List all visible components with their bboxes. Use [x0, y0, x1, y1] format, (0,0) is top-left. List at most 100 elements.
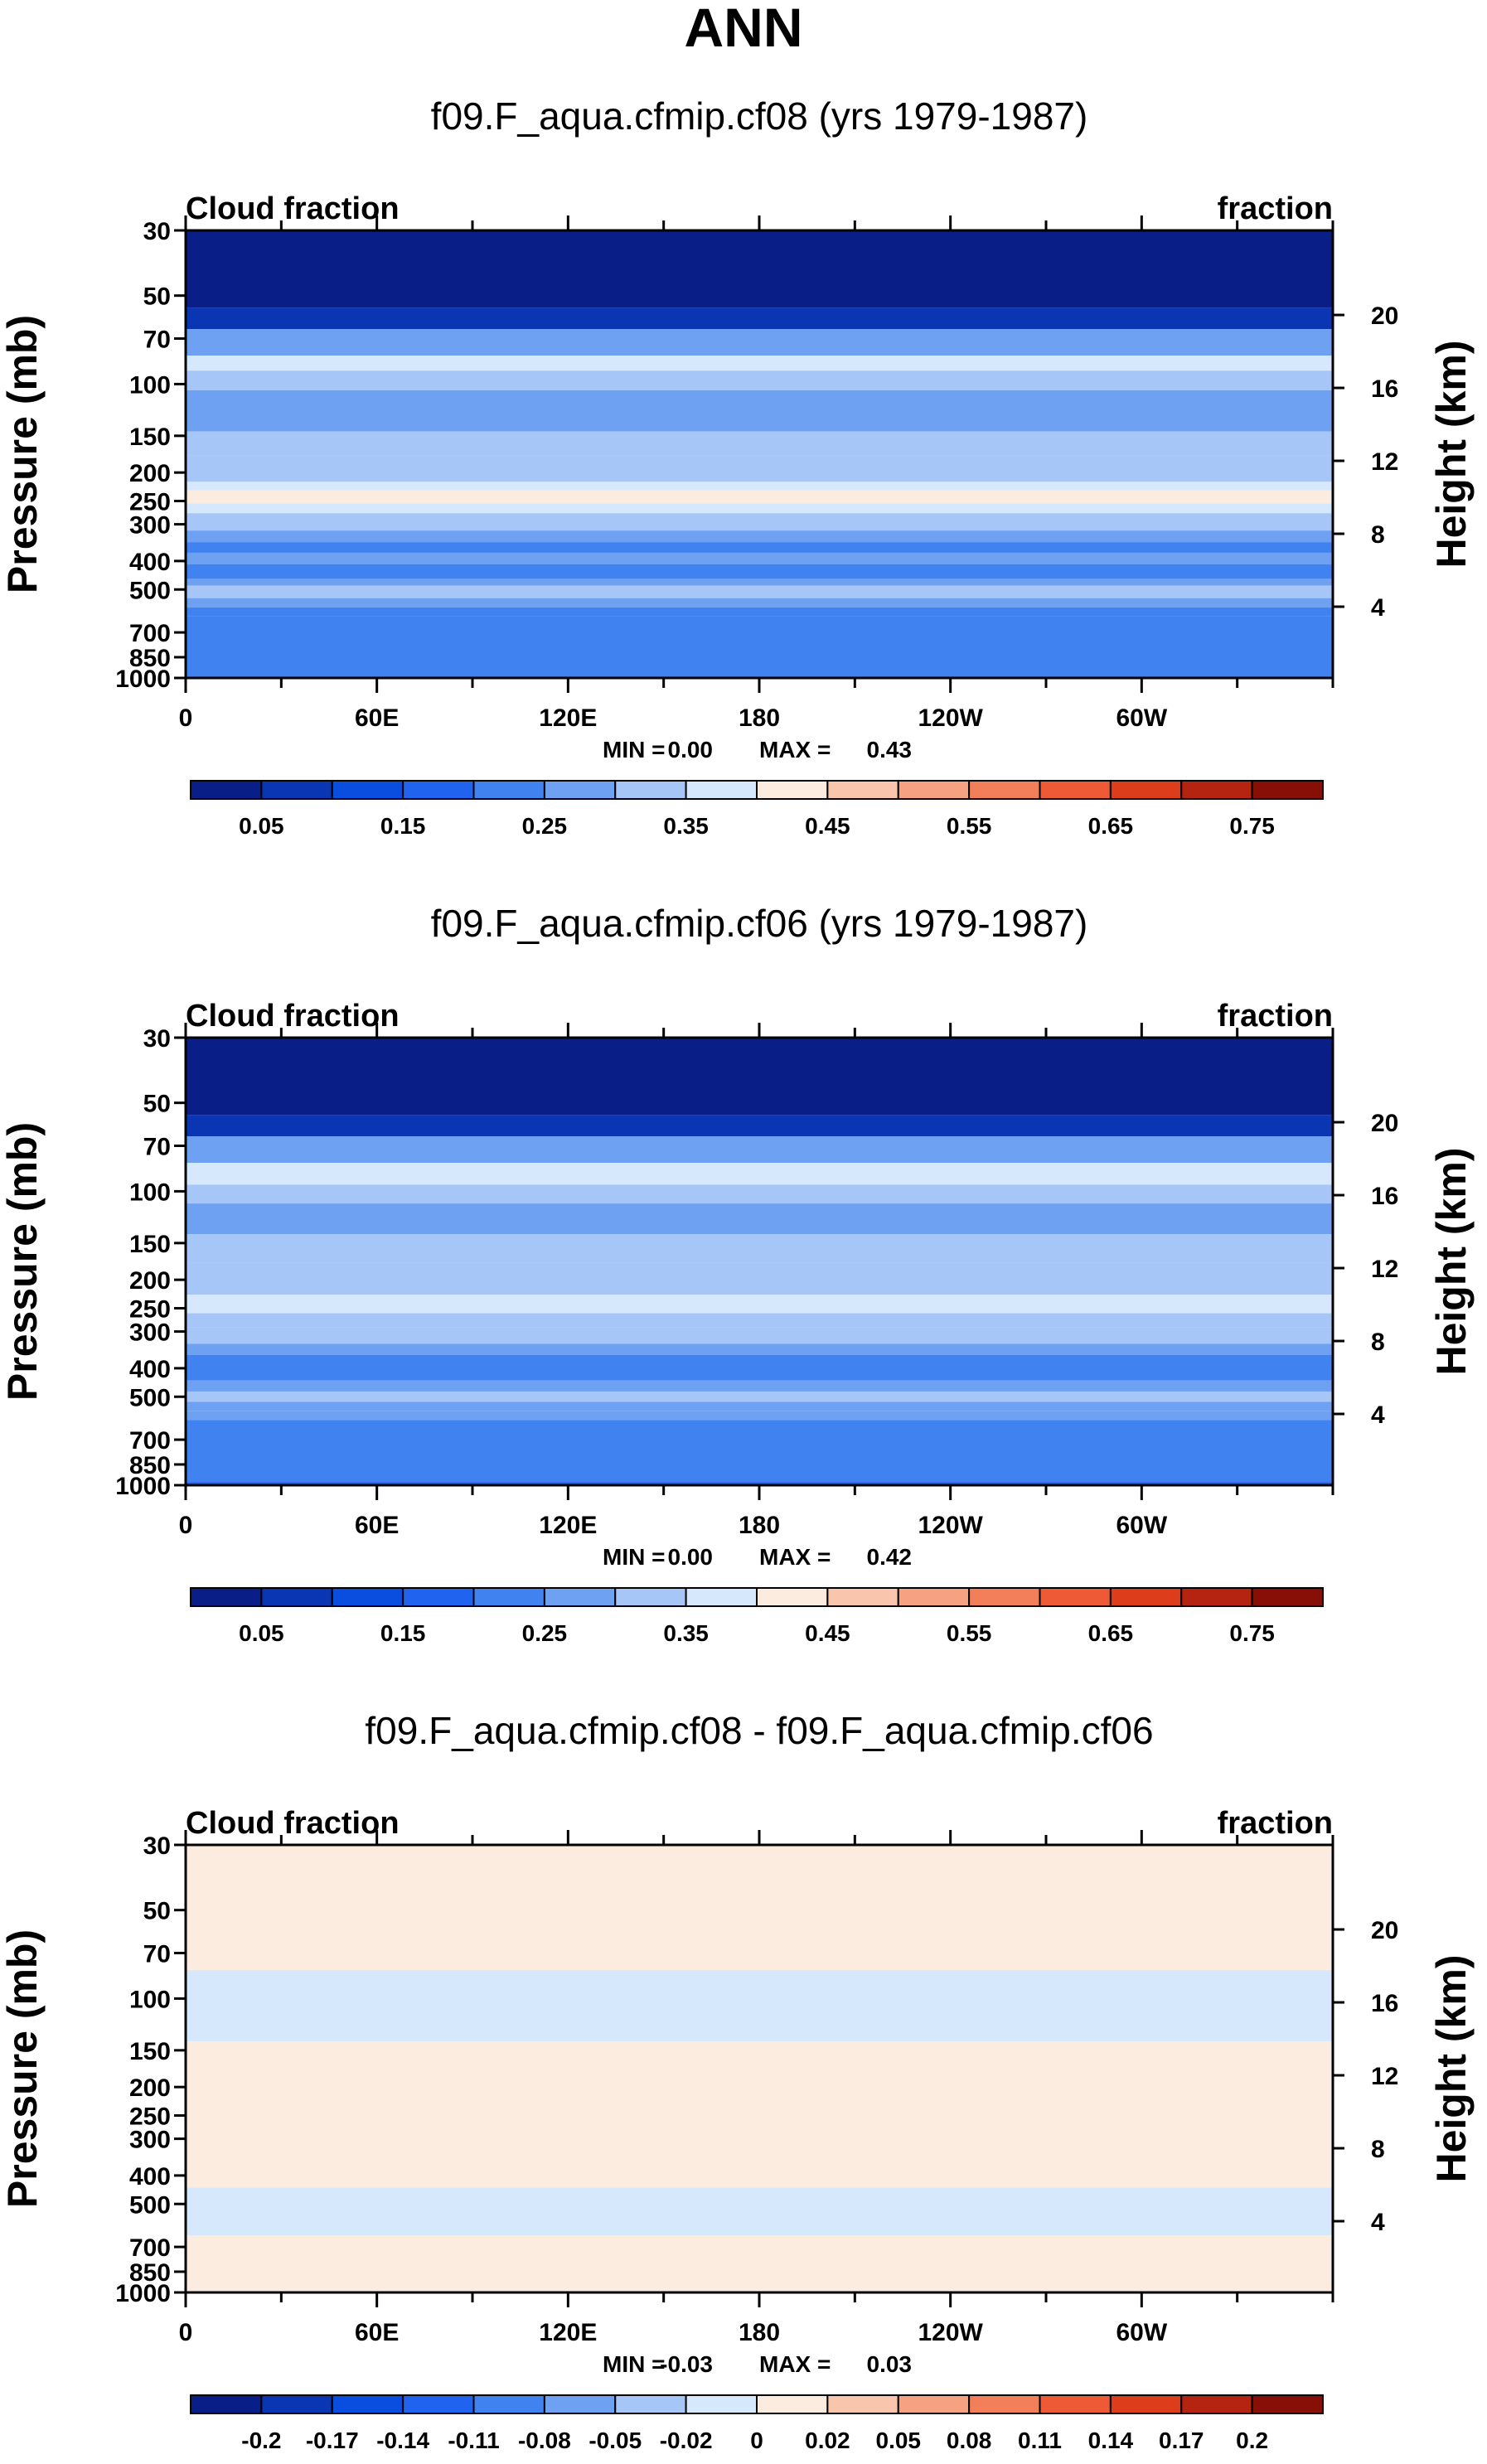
colorbar-swatch [472, 1587, 545, 1607]
colorbar-label: 0.65 [1088, 813, 1134, 839]
min-label: MIN = [603, 2351, 665, 2377]
y-tick-label: 400 [129, 2163, 171, 2190]
y-tick-label: 70 [143, 1940, 171, 1968]
contour-band [186, 390, 1333, 432]
y-tick-label: 50 [143, 283, 171, 311]
colorbar-label: -0.05 [589, 2428, 642, 2453]
figure-title: ANN [685, 0, 803, 58]
contour-band [186, 370, 1333, 390]
y-tick-label: 100 [129, 1179, 171, 1206]
y-tick-label: 30 [143, 1832, 171, 1860]
colorbar-label: 0.75 [1229, 1620, 1275, 1646]
y-tick-label: 150 [129, 1231, 171, 1258]
colorbar-swatch [614, 780, 687, 800]
contour-band [186, 585, 1333, 598]
colorbar-swatch [685, 1587, 758, 1607]
x-tick-label: 0 [179, 1512, 193, 1539]
contour-band [186, 431, 1333, 456]
contour-band [186, 329, 1333, 356]
colorbar-label: 0.65 [1088, 1620, 1134, 1646]
colorbar-swatch [331, 2394, 404, 2414]
y-tick-label: 700 [129, 2234, 171, 2262]
contour-band [186, 1262, 1333, 1295]
contour-band [186, 552, 1333, 564]
y-right-tick-label: 12 [1371, 448, 1398, 476]
colorbar-label: 0.35 [663, 813, 709, 839]
y-right-tick-label: 12 [1371, 2063, 1398, 2090]
colorbar-label: 0.55 [947, 1620, 992, 1646]
colorbar-swatch [1039, 1587, 1112, 1607]
colorbar-label: 0.05 [239, 813, 284, 839]
contour-band [186, 1136, 1333, 1164]
contour-band [186, 513, 1333, 531]
max-label: MAX = [759, 2351, 831, 2377]
colorbar-label: -0.17 [306, 2428, 359, 2453]
contour-band [186, 1038, 1333, 1116]
colorbar-label: 0.11 [1018, 2428, 1062, 2453]
colorbar-label: 0.14 [1088, 2428, 1134, 2453]
colorbar-label: 0.25 [522, 1620, 568, 1646]
y-tick-label: 100 [129, 1986, 171, 2013]
colorbar-swatch [260, 2394, 333, 2414]
contour-band [186, 455, 1333, 482]
colorbar-swatch [1180, 1587, 1253, 1607]
x-tick-label: 0 [179, 2319, 193, 2346]
y-tick-label: 700 [129, 620, 171, 647]
contour-band [186, 490, 1333, 504]
contour-band [186, 1203, 1333, 1235]
y-tick-label: 150 [129, 2038, 171, 2065]
x-tick-label: 60W [1116, 1512, 1167, 1539]
y-tick-label: 1000 [115, 1473, 171, 1500]
contour-band [186, 616, 1333, 678]
colorbar-label: 0.15 [380, 813, 426, 839]
colorbar-swatch [331, 1587, 404, 1607]
colorbar-label: -0.2 [241, 2428, 281, 2453]
panel-title: f09.F_aqua.cfmip.cf08 - f09.F_aqua.cfmip… [365, 1709, 1153, 1752]
colorbar-swatch [331, 780, 404, 800]
contour-band [186, 1313, 1333, 1328]
colorbar-label: 0 [750, 2428, 763, 2453]
x-tick-label: 120W [918, 704, 983, 732]
colorbar-swatch [968, 780, 1041, 800]
colorbar-label: 0.05 [876, 2428, 922, 2453]
panel-1: f09.F_aqua.cfmip.cf08 (yrs 1979-1987) Clo… [0, 94, 1475, 839]
contour-band [186, 356, 1333, 371]
contour-band [186, 1327, 1333, 1344]
y-tick-label: 100 [129, 371, 171, 399]
colorbar-swatch [1180, 2394, 1253, 2414]
contour-band [186, 1845, 1333, 1971]
colorbar-swatch [897, 780, 971, 800]
y-right-tick-label: 20 [1371, 1110, 1398, 1137]
colorbar-swatch [685, 2394, 758, 2414]
colorbar-label: 0.08 [947, 2428, 992, 2453]
y-tick-label: 200 [129, 2074, 171, 2102]
contour-band [186, 1343, 1333, 1355]
left-corner-label: Cloud fraction [186, 999, 400, 1034]
contour-band [186, 1420, 1333, 1483]
panel-3: f09.F_aqua.cfmip.cf08 - f09.F_aqua.cfmip… [0, 1709, 1475, 2453]
contour-band [186, 542, 1333, 553]
x-tick-label: 60W [1116, 704, 1167, 732]
colorbar-label: 0.25 [522, 813, 568, 839]
y-tick-label: 300 [129, 512, 171, 540]
colorbar-swatch [543, 2394, 617, 2414]
max-label: MAX = [759, 1544, 831, 1570]
colorbar-label: 0.45 [805, 1620, 850, 1646]
y-tick-label: 250 [129, 489, 171, 516]
colorbar-swatch [1180, 780, 1253, 800]
contour-band [186, 1354, 1333, 1381]
y-tick-label: 30 [143, 218, 171, 245]
y-right-tick-label: 20 [1371, 1917, 1398, 1944]
left-corner-label: Cloud fraction [186, 1806, 400, 1841]
x-tick-label: 120E [539, 1512, 597, 1539]
min-value: 0.00 [668, 1544, 714, 1570]
colorbar-swatch [472, 780, 545, 800]
y-tick-label: 250 [129, 2103, 171, 2131]
y-right-tick-label: 8 [1371, 2136, 1385, 2163]
y-tick-label: 70 [143, 326, 171, 353]
y-right-tick-label: 4 [1371, 2209, 1385, 2236]
colorbar-swatch [756, 780, 829, 800]
x-tick-label: 180 [739, 704, 780, 732]
y-tick-label: 30 [143, 1025, 171, 1053]
contour-band [186, 2235, 1333, 2292]
